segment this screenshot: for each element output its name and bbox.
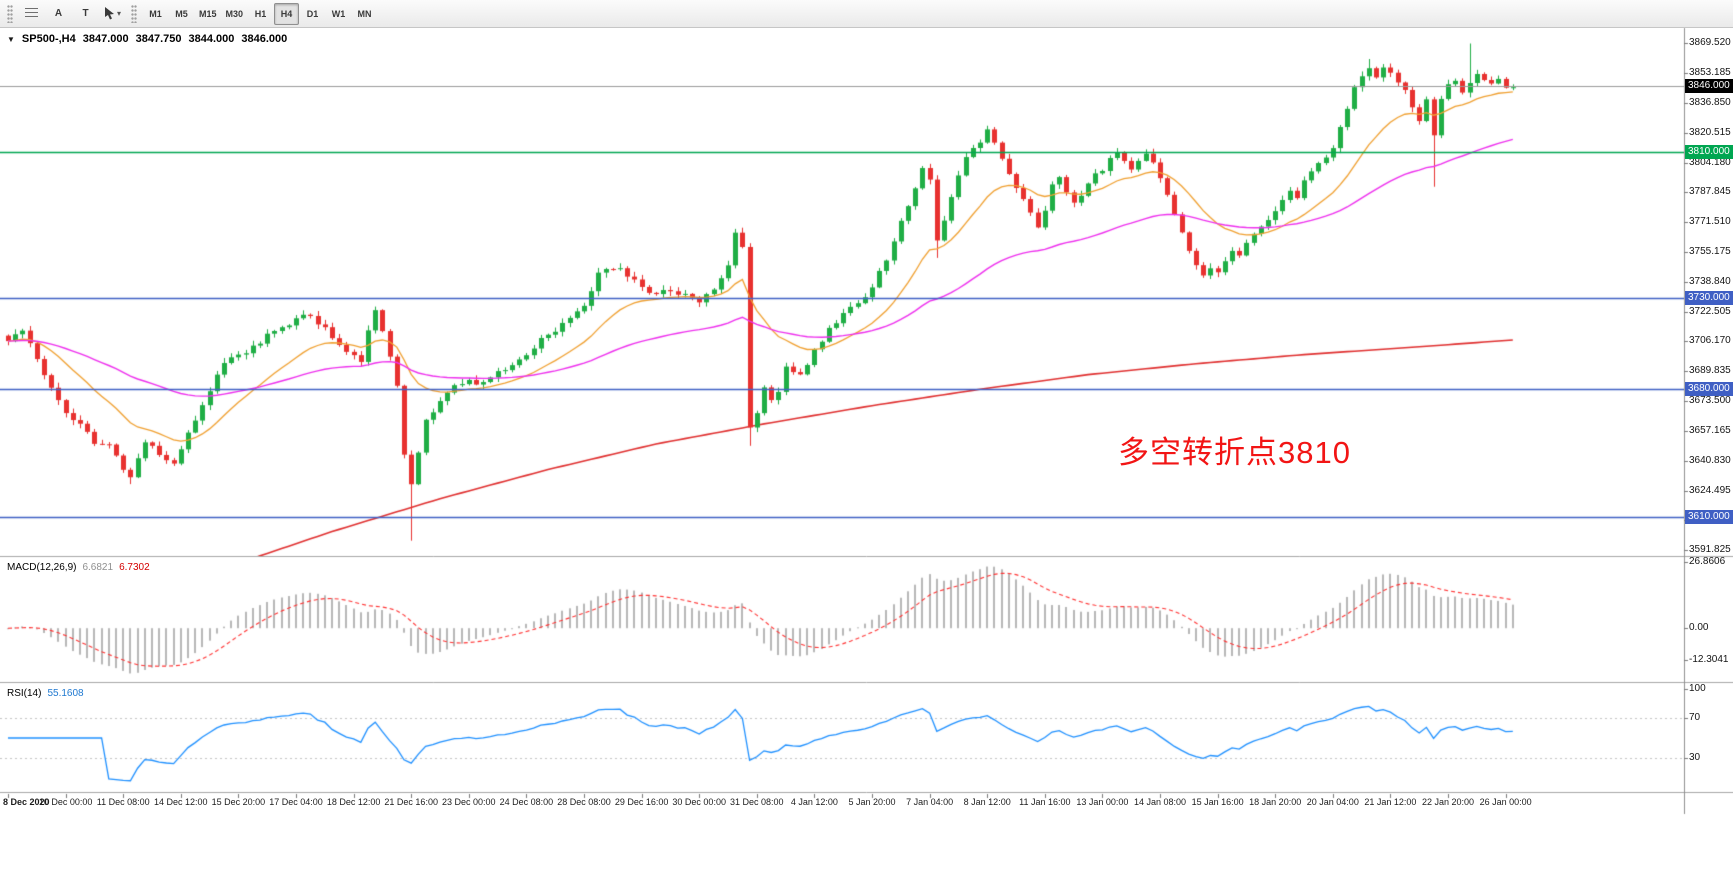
- arrow-tool-a-button[interactable]: A: [46, 3, 71, 25]
- timeframe-button-m5[interactable]: M5: [169, 3, 194, 25]
- timeframe-button-h1[interactable]: H1: [248, 3, 273, 25]
- timeframe-toolbar: M1 M5 M15 M30 H1 H4 D1 W1 MN: [143, 2, 377, 25]
- chart-title: ▼ SP500-,H4 3847.000 3847.750 3844.000 3…: [7, 33, 287, 45]
- toolbar-grip-tools[interactable]: [7, 4, 13, 23]
- symbol-period-label: SP500-,H4: [21, 33, 76, 45]
- line-studies-button[interactable]: [19, 3, 44, 25]
- cursor-pointer-icon: [105, 7, 114, 20]
- ohlc-close: 3846.000: [241, 33, 288, 45]
- rsi-name: RSI(14): [7, 688, 42, 699]
- rsi-panel-label: RSI(14) 55.1608: [7, 688, 84, 699]
- macd-panel-label: MACD(12,26,9) 6.6821 6.7302: [7, 562, 150, 573]
- toolbar: A T ▾ M1 M5 M15 M30 H1 H4 D1 W1 MN: [0, 0, 1733, 28]
- macd-signal-value: 6.7302: [119, 562, 150, 573]
- chevron-down-icon: ▾: [117, 8, 122, 18]
- macd-main-value: 6.6821: [82, 562, 114, 573]
- ohlc-open: 3847.000: [82, 33, 129, 45]
- toolbar-grip-timeframes[interactable]: [131, 4, 138, 23]
- timeframe-button-w1[interactable]: W1: [326, 3, 351, 25]
- timeframe-button-m15[interactable]: M15: [195, 3, 221, 25]
- timeframe-button-m1[interactable]: M1: [143, 3, 168, 25]
- rsi-value: 55.1608: [47, 688, 84, 699]
- collapse-arrow-icon[interactable]: ▼: [7, 35, 15, 44]
- price-axis[interactable]: [1684, 28, 1733, 814]
- timeframe-button-mn[interactable]: MN: [352, 3, 377, 25]
- text-tool-button[interactable]: T: [73, 3, 98, 25]
- timeframe-button-m30[interactable]: M30: [222, 3, 248, 25]
- ohlc-low: 3844.000: [188, 33, 235, 45]
- time-axis[interactable]: [0, 794, 1684, 814]
- timeframe-button-d1[interactable]: D1: [300, 3, 325, 25]
- chart-text-annotation: 多空转折点3810: [1118, 435, 1351, 470]
- timeframe-button-h4[interactable]: H4: [274, 2, 300, 25]
- ohlc-high: 3847.750: [135, 33, 182, 45]
- macd-name: MACD(12,26,9): [7, 562, 77, 573]
- cursor-tool-button[interactable]: ▾: [100, 3, 125, 25]
- lines-list-icon: [25, 8, 38, 19]
